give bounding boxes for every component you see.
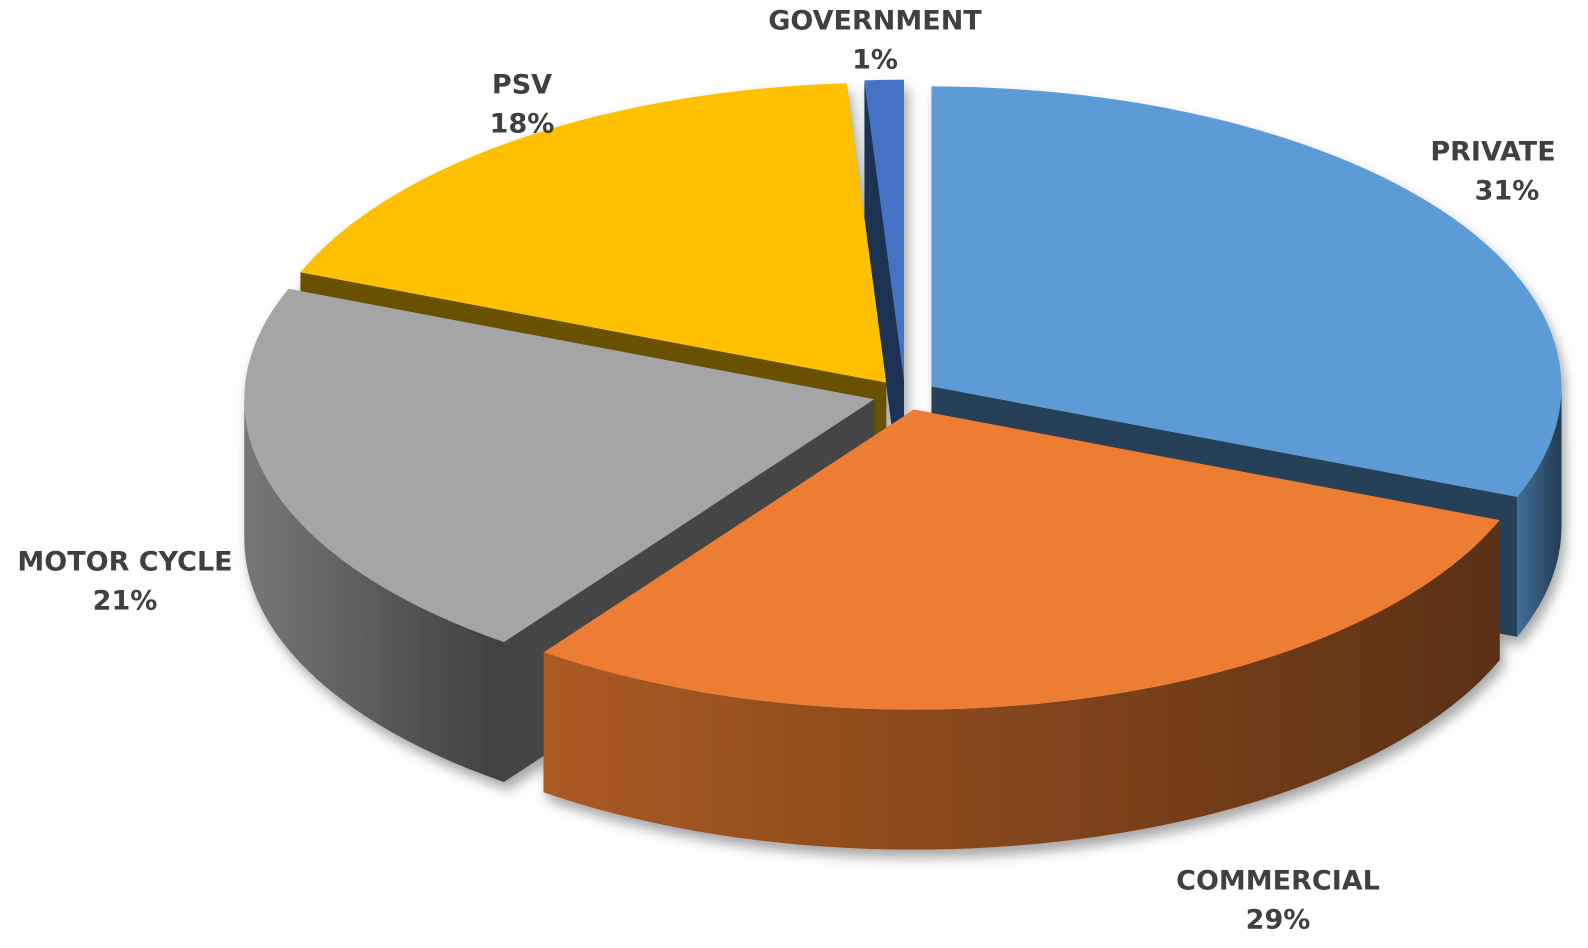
slice-wall — [1517, 386, 1562, 637]
value-label: 21% — [93, 586, 158, 617]
slice — [300, 83, 887, 383]
category-label: COMMERCIAL — [1176, 866, 1380, 897]
value-label: 18% — [490, 109, 555, 140]
slice-side — [864, 80, 904, 520]
category-label: MOTOR CYCLE — [17, 547, 232, 578]
value-label: 1% — [852, 45, 898, 76]
slice — [543, 409, 1500, 710]
value-label: 29% — [1246, 905, 1311, 936]
value-label: 31% — [1475, 176, 1540, 207]
category-label: PSV — [492, 70, 552, 101]
slice — [931, 86, 1562, 497]
slice — [864, 79, 904, 380]
slice-wall — [244, 399, 504, 782]
slice-wall — [543, 520, 1500, 850]
slice — [244, 288, 875, 642]
pie — [244, 79, 1562, 850]
category-label: GOVERNMENT — [768, 6, 982, 37]
category-label: PRIVATE — [1430, 137, 1555, 168]
labels: PRIVATE 31% COMMERCIAL 29% MOTOR CYCLE 21% PSV… — [17, 6, 1555, 936]
